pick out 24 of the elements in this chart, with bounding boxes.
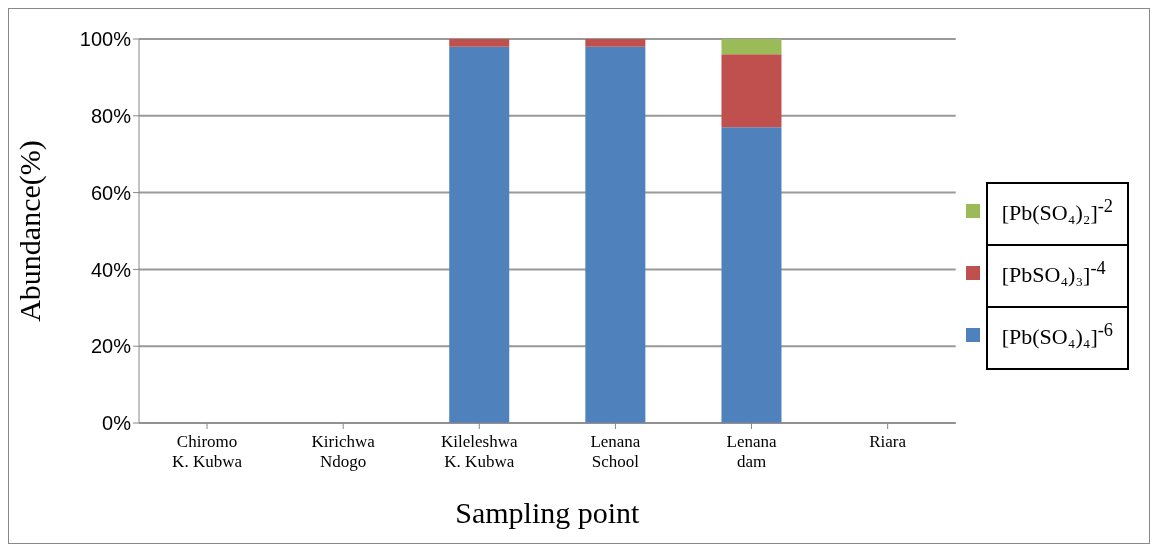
x-tick-label: Lenana School <box>590 432 641 471</box>
x-tick-label: Kirichwa Ndogo <box>311 432 376 471</box>
bar <box>585 39 646 47</box>
bar <box>585 46 646 423</box>
x-tick-label: Riara <box>869 432 907 451</box>
bar <box>721 39 782 55</box>
y-tick-label: 80% <box>90 104 132 127</box>
bar <box>721 127 782 423</box>
y-tick-label: 20% <box>90 335 132 358</box>
legend-label: [Pb(SO₄)₂]$^{-2}$ <box>1001 195 1113 226</box>
bar <box>721 54 782 128</box>
y-axis-title: Abundance(%) <box>12 140 47 322</box>
y-tick-label: 60% <box>90 181 132 204</box>
y-tick-label: 100% <box>79 28 132 51</box>
x-tick-label: Lenana dam <box>726 432 777 471</box>
bar <box>449 39 510 47</box>
legend-label: [Pb(SO₄)₄]$^{-6}$ <box>1001 320 1113 351</box>
y-tick-label: 40% <box>90 258 132 281</box>
x-tick-label: Kileleshwa K. Kubwa <box>441 432 518 471</box>
x-tick-label: Chiromo K. Kubwa <box>172 432 243 471</box>
y-tick-label: 0% <box>102 412 132 435</box>
x-axis-title: Sampling point <box>455 496 641 529</box>
legend-label: [PbSO₄)₃]$^{-4}$ <box>1001 257 1106 289</box>
bar <box>449 46 510 423</box>
